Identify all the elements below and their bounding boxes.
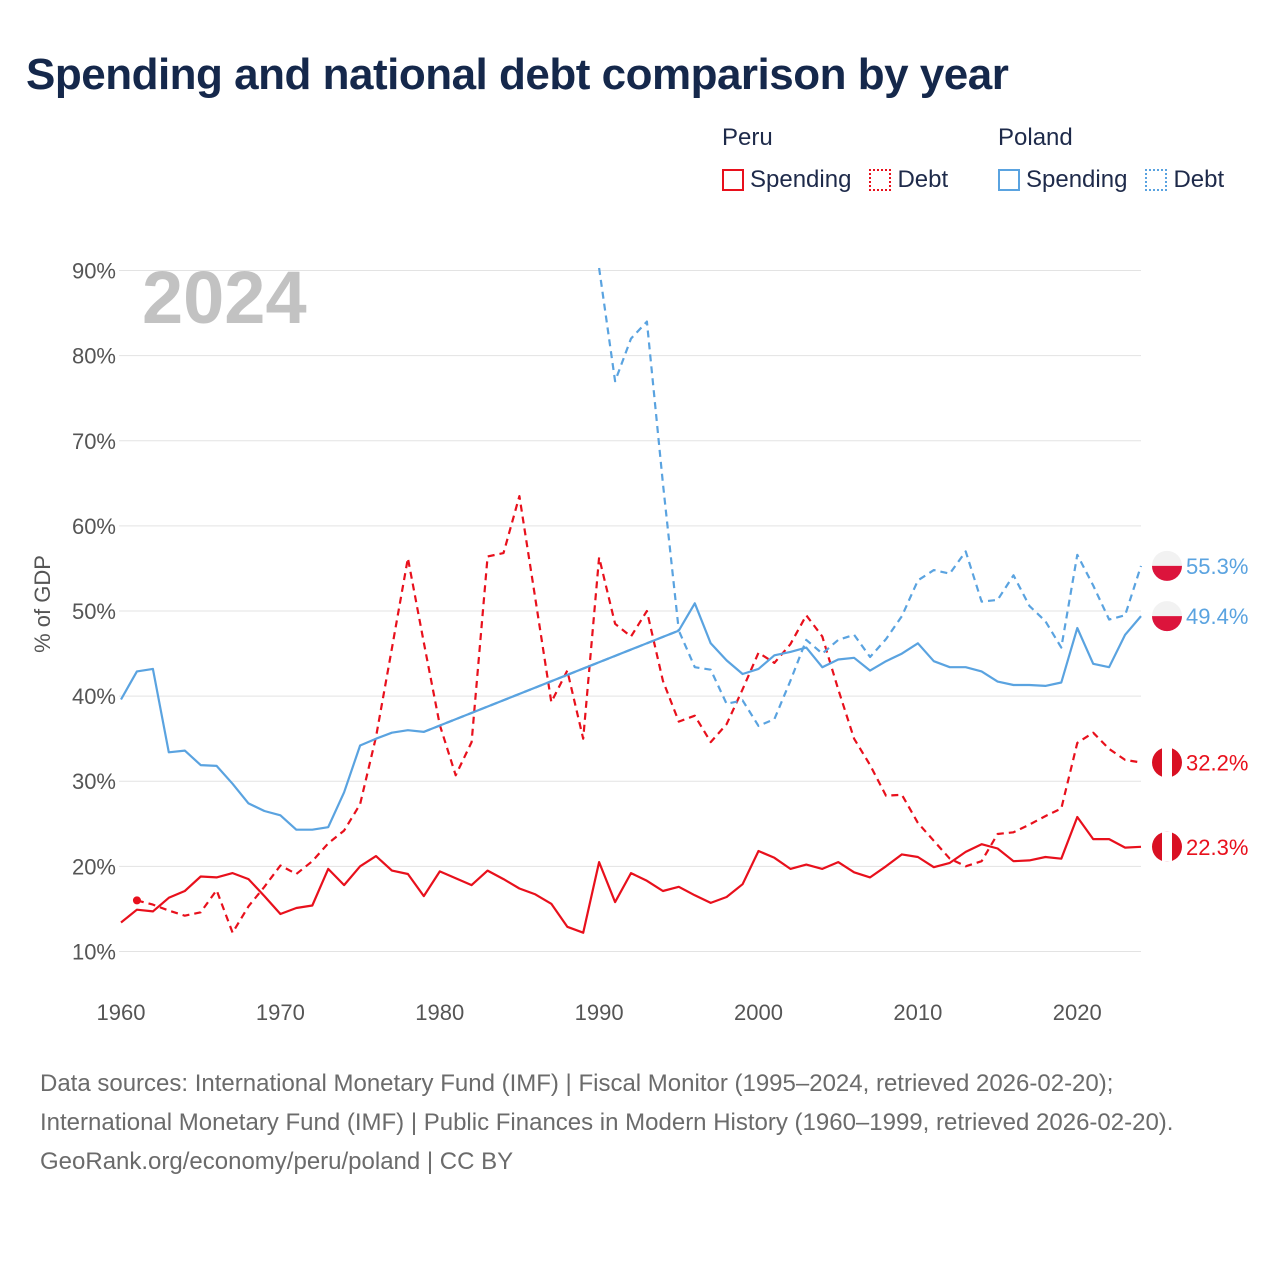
- flag-poland-red-half: [1152, 616, 1182, 632]
- flag-poland-red-half: [1152, 565, 1182, 581]
- y-tick-label: 10%: [72, 939, 116, 964]
- y-tick-label: 70%: [72, 429, 116, 454]
- legend-poland-spending[interactable]: Spending: [998, 166, 1127, 194]
- series-lines: [120, 267, 1143, 934]
- x-tick-label: 1990: [575, 1000, 624, 1025]
- legend-poland-spending-label: Spending: [1026, 166, 1128, 193]
- series-start-dot: [132, 896, 141, 905]
- legend-peru: Peru Spending Debt: [722, 124, 966, 194]
- x-tick-label: 1970: [256, 1000, 305, 1025]
- legend-poland-debt[interactable]: Debt: [1145, 166, 1224, 194]
- series-line-peru-spending: [120, 815, 1142, 934]
- legend-peru-country: Peru: [722, 124, 773, 151]
- end-value-label: 55.3%: [1186, 554, 1248, 579]
- x-tick-labels: 1960 1970 1980 1990 2000 2010 2020: [97, 1000, 1102, 1025]
- flag-peru-white-band: [1162, 831, 1172, 862]
- y-axis-label: % of GDP: [30, 555, 55, 653]
- y-tick-label: 90%: [72, 259, 116, 284]
- x-tick-label: 2010: [893, 1000, 942, 1025]
- x-tick-label: 2000: [734, 1000, 783, 1025]
- series-line-poland-debt-early-1990s: [598, 267, 680, 631]
- series-line-poland-spending: [120, 602, 1142, 831]
- x-tick-label: 2020: [1053, 1000, 1102, 1025]
- footer-sources: Data sources: International Monetary Fun…: [40, 1070, 1174, 1136]
- end-value-label: 22.3%: [1186, 835, 1248, 860]
- y-tick-label: 60%: [72, 514, 116, 539]
- legend-poland-debt-swatch: [1145, 169, 1168, 191]
- legend-peru-spending-swatch: [722, 169, 744, 191]
- end-marker-peru-spending: 22.3%: [1152, 831, 1248, 862]
- y-tick-label: 20%: [72, 854, 116, 879]
- end-value-label: 32.2%: [1186, 750, 1248, 775]
- end-marker-poland-debt: 55.3%: [1152, 550, 1248, 581]
- flag-peru-white-band: [1162, 747, 1172, 778]
- legend-poland-spending-swatch: [998, 169, 1020, 191]
- line-chart: 10% 20% 30% 40% 50% 60% 70% 80% 90% 1960 1970 1980…: [30, 256, 1248, 1025]
- legend-peru-debt[interactable]: Debt: [869, 166, 948, 194]
- y-tick-label: 80%: [72, 344, 116, 369]
- legend-peru-spending[interactable]: Spending: [722, 166, 851, 194]
- y-tick-label: 40%: [72, 684, 116, 709]
- chart-title: Spending and national debt comparison by…: [26, 50, 1009, 99]
- y-tick-label: 30%: [72, 769, 116, 794]
- legend-peru-debt-swatch: [869, 169, 892, 191]
- x-tick-label: 1960: [97, 1000, 146, 1025]
- end-marker-poland-spending: 49.4%: [1152, 601, 1248, 632]
- end-value-label: 49.4%: [1186, 604, 1248, 629]
- series-line-poland-debt: [423, 550, 1143, 733]
- y-tick-labels: 10% 20% 30% 40% 50% 60% 70% 80% 90%: [72, 259, 116, 965]
- year-watermark: 2024: [142, 256, 307, 339]
- end-marker-peru-debt: 32.2%: [1152, 747, 1248, 778]
- series-line-peru-debt: [136, 495, 1142, 934]
- legend-poland-country: Poland: [998, 124, 1073, 151]
- legend-poland: Poland Spending Debt: [998, 124, 1242, 194]
- y-tick-label: 50%: [72, 599, 116, 624]
- x-tick-label: 1980: [415, 1000, 464, 1025]
- legend-poland-debt-label: Debt: [1173, 166, 1225, 193]
- footer: Data sources: International Monetary Fun…: [40, 1064, 1240, 1181]
- grid-lines: [119, 270, 1141, 952]
- legend-peru-spending-label: Spending: [750, 166, 852, 193]
- end-markers: 22.3% 32.2% 49.4% 55.3%: [1152, 550, 1248, 862]
- footer-credit: GeoRank.org/economy/peru/poland | CC BY: [40, 1148, 514, 1175]
- legend-peru-debt-label: Debt: [897, 166, 949, 193]
